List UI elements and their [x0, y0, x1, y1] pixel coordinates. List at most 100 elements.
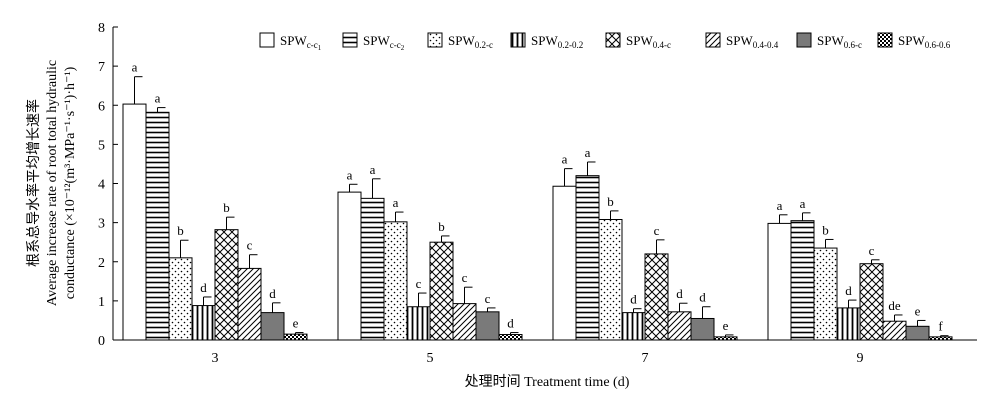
legend-label-5: SPW0.4-c	[626, 33, 671, 50]
bar-s1-d9	[767, 222, 792, 341]
y-axis-title-line-3: conductance (×10⁻¹²(m³·MPa⁻¹·s⁻¹)·h⁻¹)	[63, 66, 78, 299]
bar-s4-d5	[406, 306, 431, 341]
bar-s4-d9	[836, 307, 861, 341]
sig-letter-s5-d7: c	[654, 223, 660, 238]
sig-letter-s8-d3: e	[293, 316, 299, 331]
legend-swatch-8	[877, 32, 893, 48]
sig-letter-s2-d9: a	[800, 196, 806, 211]
sig-letter-s7-d9: e	[915, 303, 921, 318]
legend-label-6: SPW0.4-0.4	[726, 33, 779, 50]
sig-letter-s7-d7: d	[699, 290, 706, 305]
legend-swatch-1	[259, 32, 275, 48]
sig-letter-s3-d7: b	[607, 194, 614, 209]
bar-s7-d7	[690, 317, 715, 341]
x-tick-label-9: 9	[857, 351, 864, 366]
bar-s5-d5	[429, 241, 454, 341]
sig-letter-s4-d9: d	[845, 283, 852, 298]
bar-s2-d3	[145, 111, 170, 341]
sig-letter-s7-d5: c	[485, 291, 491, 306]
bar-s3-d3	[168, 257, 193, 341]
legend-label-4: SPW0.2-0.2	[531, 33, 583, 50]
y-tick-label-1: 1	[98, 295, 105, 310]
y-tick-label-4: 4	[98, 178, 105, 193]
legend-label-8: SPW0.6-0.6	[898, 33, 951, 50]
legend-label-3: SPW0.2-c	[448, 33, 493, 50]
bar-s3-d7	[598, 218, 623, 341]
bar-s6-d7	[667, 311, 692, 341]
y-tick-label-0: 0	[98, 334, 105, 349]
sig-letter-s4-d7: d	[630, 292, 637, 307]
sig-letter-s6-d5: c	[462, 270, 468, 285]
y-tick-label-8: 8	[98, 21, 105, 36]
sig-letter-s5-d3: b	[223, 200, 230, 215]
sig-letter-s2-d5: a	[370, 162, 376, 177]
legend: SPWc-c1 SPWc-c2 SPW0.2-c SPW0.2-0.2 SPW0.4-c…	[259, 32, 951, 52]
sig-letter-s3-d9: b	[822, 222, 829, 237]
sig-letter-s6-d7: d	[676, 286, 683, 301]
y-axis-title-line-1: 根系总导水率平均增长速率	[25, 99, 42, 267]
sig-letter-s5-d9: c	[869, 243, 875, 258]
y-tick-label-6: 6	[98, 99, 105, 114]
legend-swatch-6	[705, 32, 721, 48]
bar-s2-d5	[360, 197, 385, 341]
y-tick-label-3: 3	[98, 217, 105, 232]
y-tick-label-5: 5	[98, 138, 105, 153]
sig-letter-s2-d3: a	[155, 91, 161, 106]
x-tick-label-3: 3	[212, 351, 219, 366]
sig-letter-s8-d5: d	[507, 316, 514, 331]
bar-s1-d3	[122, 103, 147, 341]
bar-s5-d3	[214, 229, 239, 341]
bar-s7-d9	[905, 325, 930, 341]
sig-letter-s8-d9: f	[938, 319, 943, 334]
sig-letter-s3-d5: a	[393, 195, 399, 210]
bar-s8-d5	[498, 334, 523, 341]
bar-s2-d7	[575, 175, 600, 341]
bar-s7-d5	[475, 311, 500, 341]
bar-s8-d9	[928, 336, 953, 341]
y-axis-title-line-2: Average increase rate of root total hydr…	[45, 60, 60, 306]
bar-s6-d5	[452, 303, 477, 341]
sig-letter-s8-d7: e	[723, 318, 729, 333]
sig-letter-s1-d3: a	[132, 60, 138, 75]
bar-s8-d7	[713, 336, 738, 341]
bar-s5-d9	[859, 263, 884, 341]
sig-letter-s2-d7: a	[585, 145, 591, 160]
legend-label-1: SPWc-c1	[280, 33, 322, 52]
sig-letter-s6-d3: c	[247, 238, 253, 253]
x-tick-label-7: 7	[642, 351, 649, 366]
bar-s7-d3	[260, 312, 285, 341]
bar-s6-d3	[237, 267, 262, 341]
sig-letter-s1-d5: a	[347, 167, 353, 182]
sig-letter-s1-d7: a	[562, 152, 568, 167]
x-axis-title: 处理时间 Treatment time (d)	[465, 374, 630, 390]
bar-s1-d5	[337, 191, 362, 341]
x-axis: 3 5 7 9	[113, 339, 977, 366]
legend-swatch-7	[796, 32, 812, 48]
bar-s3-d5	[383, 221, 408, 341]
y-tick-label-2: 2	[98, 256, 105, 271]
bar-s3-d9	[813, 247, 838, 341]
y-tick-label-7: 7	[98, 60, 105, 75]
bar-s4-d7	[621, 312, 646, 341]
bar-s8-d3	[283, 333, 308, 341]
bar-s5-d7	[644, 253, 669, 341]
legend-swatch-2	[342, 32, 358, 48]
y-axis: 0 1 2 3 4 5 6 7 8	[98, 21, 118, 349]
legend-swatch-5	[605, 32, 621, 48]
legend-label-7: SPW0.6-c	[817, 33, 862, 50]
sig-letter-s1-d9: a	[777, 198, 783, 213]
sig-letter-s3-d3: b	[177, 223, 184, 238]
sig-letter-s6-d9: de	[888, 298, 901, 313]
y-axis-title: 根系总导水率平均增长速率 Average increase rate of ro…	[25, 60, 78, 306]
sig-letter-s4-d5: c	[416, 276, 422, 291]
x-tick-label-5: 5	[427, 351, 434, 366]
bar-s6-d9	[882, 320, 907, 341]
bar-s2-d9	[790, 220, 815, 341]
legend-swatch-3	[427, 32, 443, 48]
legend-swatch-4	[510, 32, 526, 48]
sig-letter-s7-d3: d	[269, 286, 276, 301]
sig-letter-s5-d5: b	[438, 219, 445, 234]
